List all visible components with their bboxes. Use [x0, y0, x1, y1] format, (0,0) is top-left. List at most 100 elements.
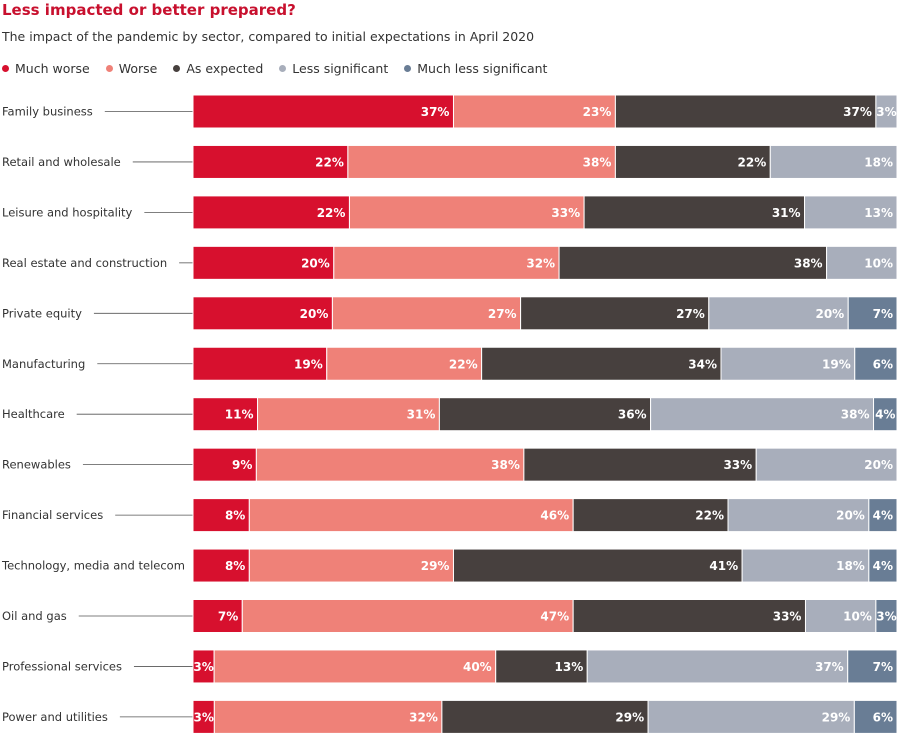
data-label: 11%: [225, 408, 254, 422]
legend-item-much-less-significant: Much less significant: [404, 61, 547, 76]
bar-segment-much-worse: [192, 599, 243, 633]
data-label: 10%: [843, 610, 872, 624]
bar-segment-much-less-significant: [873, 397, 898, 432]
bar-segment-less-significant: [826, 245, 898, 280]
bar-segment-less-significant: [755, 447, 898, 482]
legend-swatch: [173, 65, 181, 72]
data-label: 37%: [421, 105, 450, 119]
bar-segment-as-expected: [495, 649, 588, 684]
legend-label: Much less significant: [417, 61, 548, 76]
bar-segment-much-worse: [192, 245, 335, 280]
data-label: 38%: [794, 256, 823, 270]
category-label: Manufacturing: [2, 357, 85, 371]
data-label: 41%: [709, 559, 738, 573]
bar-segment-as-expected: [441, 699, 649, 734]
data-label: 47%: [540, 610, 569, 624]
data-label: 18%: [864, 155, 893, 169]
data-label: 22%: [449, 357, 478, 371]
category-label: Technology, media and telecom: [1, 559, 185, 573]
data-label: 37%: [815, 660, 844, 674]
data-label: 8%: [225, 509, 245, 523]
data-label: 32%: [409, 710, 438, 724]
bar-segment-worse: [452, 94, 616, 129]
data-label: 6%: [873, 710, 893, 724]
data-label: 13%: [555, 660, 584, 674]
data-label: 46%: [540, 509, 569, 523]
bar-segment-as-expected: [614, 94, 877, 129]
bar-segment-much-worse: [192, 144, 349, 179]
data-label: 8%: [225, 559, 245, 573]
legend-label: Less significant: [292, 61, 389, 76]
legend-swatch: [279, 65, 287, 72]
data-label: 20%: [300, 307, 329, 321]
data-label: 20%: [301, 256, 330, 270]
legend-label: As expected: [186, 61, 264, 76]
bar-segment-less-significant: [741, 548, 870, 583]
bar-segment-much-worse: [192, 296, 333, 331]
bar-segment-much-worse: [192, 498, 250, 533]
bar-segment-less-significant: [804, 195, 898, 230]
category-label: Professional services: [2, 659, 122, 673]
category-label: Retail and wholesale: [2, 155, 121, 169]
category-label: Power and utilities: [2, 710, 108, 724]
category-label: Renewables: [2, 458, 71, 472]
bar-segment-less-significant: [804, 599, 877, 633]
bar-segment-less-significant: [650, 397, 875, 432]
bar-row-renewables: Renewables 9% 38% 33% 20%: [2, 447, 898, 482]
bar-segment-worse: [248, 498, 574, 533]
data-label: 34%: [688, 357, 717, 371]
data-label: 7%: [873, 307, 893, 321]
data-label: 4%: [873, 559, 893, 573]
data-label: 4%: [873, 509, 893, 523]
legend-swatch: [2, 65, 9, 72]
data-label: 33%: [773, 610, 802, 624]
category-label: Leisure and hospitality: [2, 205, 133, 219]
bar-segment-much-worse: [192, 548, 250, 583]
chart-title: Less impacted or better prepared?: [2, 1, 296, 19]
bar-segment-as-expected: [452, 548, 743, 583]
data-label: 27%: [676, 307, 705, 321]
bar-segment-less-significant: [586, 649, 849, 684]
category-label: Family business: [2, 105, 93, 119]
bar-segment-as-expected: [523, 447, 757, 482]
legend-item-much-worse: Much worse: [2, 61, 90, 76]
bar-segment-worse: [257, 397, 440, 432]
data-label: 29%: [615, 710, 644, 724]
bar-segment-much-less-significant: [847, 296, 898, 331]
bar-segment-as-expected: [572, 498, 729, 533]
data-label: 13%: [864, 206, 893, 220]
data-label: 18%: [836, 559, 865, 573]
chart-subtitle: The impact of the pandemic by sector, co…: [2, 29, 535, 44]
category-label: Financial services: [2, 508, 103, 522]
data-label: 22%: [317, 206, 346, 220]
bar-segment-as-expected: [572, 599, 806, 633]
data-label: 31%: [407, 408, 436, 422]
bar-row-leisure-and-hospitality: Leisure and hospitality 22% 33% 31% 13%: [2, 195, 898, 230]
data-label: 6%: [873, 357, 893, 371]
data-label: 36%: [618, 408, 647, 422]
legend-label: Much worse: [15, 61, 90, 76]
bar-segment-much-worse: [192, 447, 257, 482]
bar-segment-less-significant: [720, 346, 856, 381]
bar-segment-much-less-significant: [854, 346, 898, 381]
data-label: 22%: [738, 155, 767, 169]
bar-row-power-and-utilities: Power and utilities 3% 32% 29% 29% 6%: [2, 699, 898, 734]
bar-segment-as-expected: [481, 346, 722, 381]
data-label: 23%: [583, 105, 612, 119]
data-label: 19%: [822, 357, 851, 371]
bar-segment-much-worse: [192, 195, 350, 230]
data-label: 22%: [315, 155, 344, 169]
data-label: 27%: [488, 307, 517, 321]
data-label: 7%: [873, 660, 893, 674]
data-label: 10%: [864, 256, 893, 270]
bar-segment-much-less-significant: [868, 548, 898, 583]
bar-row-financial-services: Financial services 8% 46% 22% 20% 4%: [2, 498, 898, 533]
bar-row-real-estate-and-construction: Real estate and construction 20% 32% 38% 10%: [2, 245, 898, 280]
bar-segment-worse: [333, 245, 560, 280]
data-label: 29%: [822, 710, 851, 724]
legend-item-less-significant: Less significant: [279, 61, 388, 76]
data-label: 33%: [723, 458, 752, 472]
data-label: 3%: [876, 610, 896, 624]
bar-segment-much-less-significant: [875, 599, 898, 633]
